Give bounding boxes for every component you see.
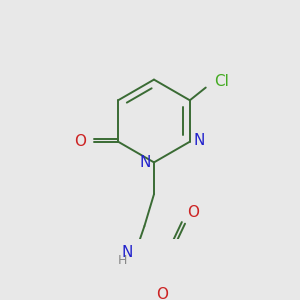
Text: O: O bbox=[188, 206, 200, 220]
Text: H: H bbox=[118, 254, 127, 267]
Text: N: N bbox=[140, 155, 151, 170]
Text: Cl: Cl bbox=[214, 74, 229, 89]
Text: N: N bbox=[121, 245, 133, 260]
Text: N: N bbox=[193, 133, 204, 148]
Text: O: O bbox=[74, 134, 86, 149]
Text: O: O bbox=[156, 286, 168, 300]
